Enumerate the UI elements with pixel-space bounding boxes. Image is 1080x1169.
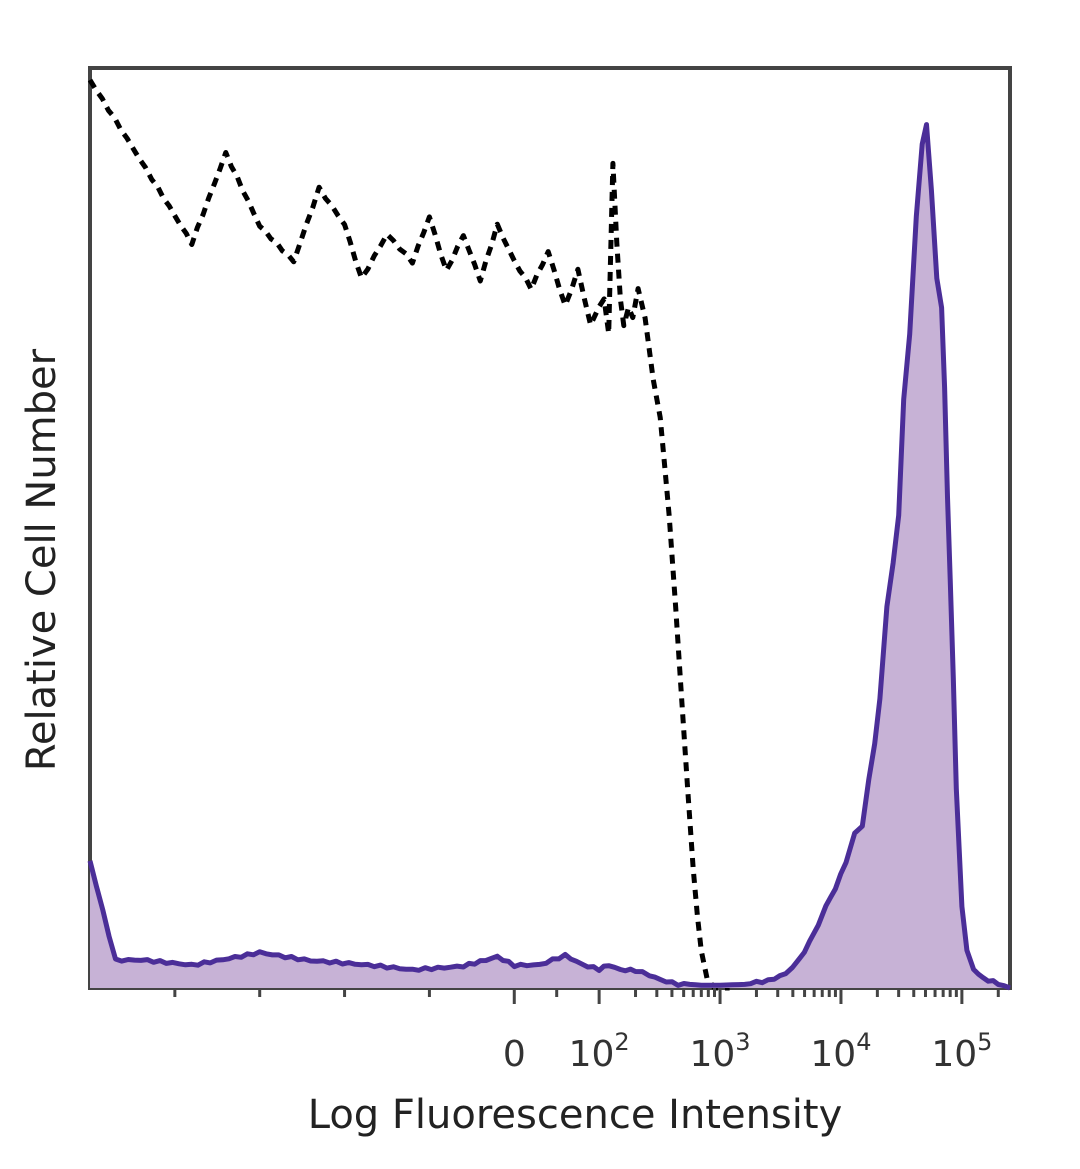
x-tick-label-base: 10 <box>569 1034 615 1075</box>
x-axis-label: Log Fluorescence Intensity <box>308 1092 843 1138</box>
series-layer <box>87 78 1011 991</box>
x-tick-label-exponent: 5 <box>977 1028 992 1056</box>
control-histogram-line <box>87 78 730 991</box>
x-tick-label-base: 10 <box>810 1034 856 1075</box>
y-axis-label: Relative Cell Number <box>19 348 65 771</box>
x-tick-label: 105 <box>931 1028 992 1075</box>
stained-histogram-line <box>87 122 1011 991</box>
x-tick-label-base: 0 <box>503 1034 526 1075</box>
x-tick-label-exponent: 4 <box>856 1028 871 1056</box>
x-tick-label: 0 <box>503 1034 526 1075</box>
x-axis-ticks: 0 102 103 104 105 <box>173 988 1000 1075</box>
x-tick-label: 102 <box>569 1028 630 1075</box>
x-tick-label-exponent: 2 <box>614 1028 629 1056</box>
x-tick-label: 104 <box>810 1028 871 1075</box>
x-tick-label-exponent: 3 <box>735 1028 750 1056</box>
x-tick-label-base: 10 <box>689 1034 735 1075</box>
x-tick-label: 103 <box>689 1028 750 1075</box>
x-tick-label-base: 10 <box>931 1034 977 1075</box>
